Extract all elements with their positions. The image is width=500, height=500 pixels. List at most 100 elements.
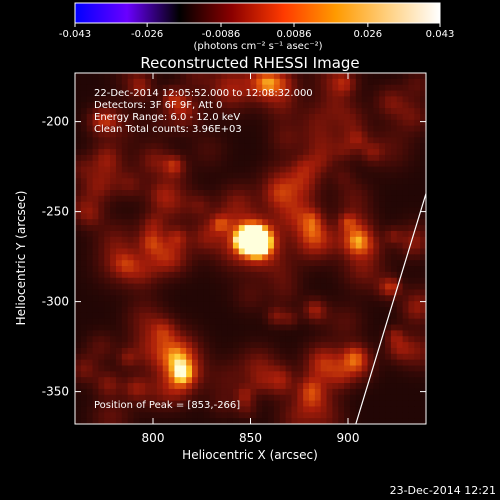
heatmap-cell [320, 324, 327, 331]
heatmap-cell [121, 260, 129, 267]
heatmap-cell [232, 213, 240, 220]
heatmap-cell [332, 160, 339, 167]
heatmap-cell [209, 406, 216, 413]
heatmap-cell [262, 289, 269, 296]
heatmap-cell [80, 312, 88, 320]
heatmap-cell [151, 207, 158, 214]
heatmap-cell [168, 230, 175, 238]
heatmap-cell [104, 324, 111, 331]
heatmap-cell [227, 388, 234, 396]
heatmap-cell [151, 149, 158, 156]
heatmap-cell [320, 201, 327, 208]
heatmap-cell [133, 383, 140, 390]
heatmap-cell [180, 406, 187, 413]
heatmap-cell [86, 383, 93, 390]
heatmap-cell [145, 90, 152, 97]
heatmap-cell [174, 230, 181, 238]
heatmap-cell [402, 347, 409, 355]
heatmap-cell [186, 248, 193, 255]
x-axis-label: Heliocentric X (arcsec) [182, 448, 318, 462]
heatmap-cell [75, 137, 82, 144]
heatmap-cell [309, 84, 316, 91]
heatmap-cell [115, 260, 123, 267]
heatmap-cell [285, 96, 292, 103]
heatmap-cell [244, 78, 251, 86]
heatmap-cell [320, 418, 327, 424]
heatmap-cell [367, 207, 374, 214]
heatmap-cell [303, 307, 310, 314]
heatmap-cell [285, 149, 292, 156]
heatmap-cell [349, 283, 357, 290]
heatmap-cell [355, 266, 363, 273]
heatmap-cell [192, 125, 199, 132]
heatmap-cell [285, 330, 292, 337]
heatmap-cell [104, 219, 111, 226]
heatmap-cell [75, 125, 82, 132]
heatmap-cell [262, 230, 269, 238]
heatmap-cell [344, 377, 351, 384]
x-tick-label: 850 [239, 431, 262, 445]
heatmap-cell [145, 160, 152, 167]
heatmap-cell [273, 260, 281, 267]
heatmap-cell [203, 377, 210, 384]
heatmap-cell [273, 353, 281, 361]
heatmap-cell [361, 143, 368, 150]
heatmap-cell [186, 219, 193, 226]
heatmap-cell [133, 184, 140, 191]
heatmap-cell [121, 230, 129, 238]
heatmap-cell [355, 84, 363, 91]
heatmap-cell [203, 113, 210, 121]
heatmap-cell [414, 108, 421, 115]
heatmap-cell [156, 190, 164, 197]
heatmap-cell [250, 336, 257, 343]
heatmap-cell [238, 277, 246, 284]
heatmap-cell [250, 236, 257, 244]
heatmap-cell [396, 102, 403, 109]
heatmap-cell [174, 347, 181, 355]
heatmap-cell [232, 201, 240, 208]
heatmap-cell [314, 230, 322, 238]
heatmap-cell [80, 236, 88, 244]
heatmap-cell [86, 184, 93, 191]
heatmap-cell [291, 143, 298, 150]
heatmap-cell [86, 166, 93, 173]
heatmap-cell [332, 143, 339, 150]
heatmap-cell [98, 225, 105, 232]
heatmap-cell [326, 330, 333, 337]
heatmap-cell [133, 154, 140, 162]
heatmap-cell [168, 266, 175, 273]
heatmap-cell [215, 131, 222, 138]
heatmap-cell [326, 190, 333, 197]
heatmap-cell [151, 131, 158, 138]
heatmap-cell [86, 400, 93, 407]
heatmap-cell [361, 347, 368, 355]
heatmap-cell [355, 73, 363, 80]
heatmap-cell [151, 248, 158, 255]
heatmap-cell [215, 324, 222, 331]
heatmap-cell [408, 400, 415, 407]
heatmap-cell [408, 289, 415, 296]
heatmap-cell [285, 113, 292, 121]
heatmap-cell [338, 394, 345, 401]
heatmap-cell [262, 184, 269, 191]
heatmap-cell [320, 406, 327, 413]
heatmap-cell [349, 242, 357, 249]
heatmap-cell [379, 412, 386, 419]
heatmap-cell [80, 359, 88, 366]
heatmap-cell [110, 73, 117, 80]
heatmap-cell [174, 406, 181, 413]
heatmap-cell [186, 78, 193, 86]
heatmap-cell [408, 190, 415, 197]
heatmap-cell [180, 125, 187, 132]
heatmap-cell [192, 277, 199, 284]
heatmap-cell [309, 260, 316, 267]
heatmap-cell [262, 113, 269, 121]
heatmap-cell [390, 283, 398, 290]
heatmap-cell [250, 301, 257, 308]
heatmap-cell [238, 236, 246, 244]
heatmap-cell [151, 160, 158, 167]
heatmap-cell [379, 219, 386, 226]
heatmap-cell [297, 125, 304, 132]
heatmap-cell [297, 318, 304, 325]
heatmap-cell [151, 201, 158, 208]
